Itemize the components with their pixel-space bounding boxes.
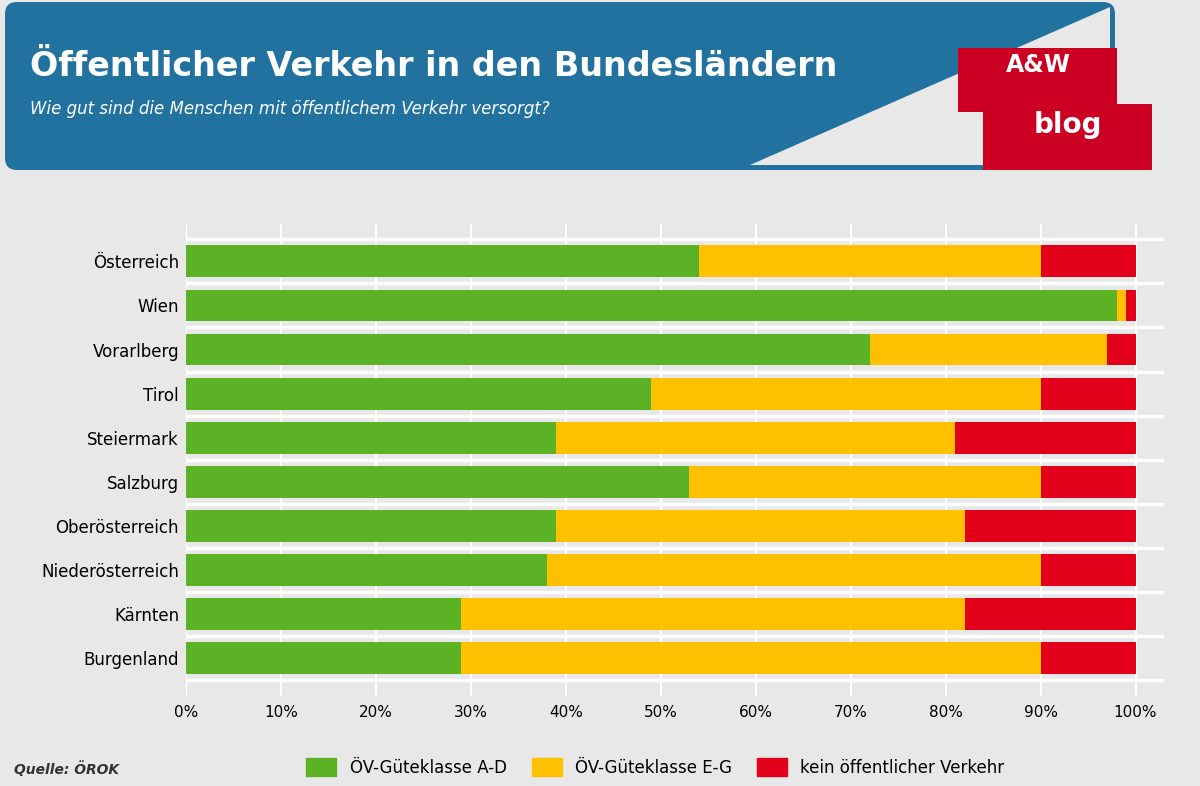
Polygon shape <box>750 7 1110 165</box>
Bar <box>557 422 955 454</box>
Bar <box>557 510 965 542</box>
Text: blog: blog <box>1033 111 1103 139</box>
Bar <box>698 245 1040 277</box>
Bar <box>186 598 461 630</box>
Text: A&W: A&W <box>1006 53 1070 77</box>
Bar <box>1040 554 1135 586</box>
Bar <box>1108 334 1135 365</box>
Bar <box>186 422 557 454</box>
Bar <box>547 554 1040 586</box>
Text: Wie gut sind die Menschen mit öffentlichem Verkehr versorgt?: Wie gut sind die Menschen mit öffentlich… <box>30 100 550 118</box>
Bar <box>1040 466 1135 498</box>
Bar <box>186 334 870 365</box>
Bar <box>1040 378 1135 410</box>
Bar <box>965 510 1135 542</box>
Bar <box>186 378 652 410</box>
Bar <box>870 334 1108 365</box>
Bar <box>461 642 1040 674</box>
Bar <box>186 289 1116 321</box>
Text: Quelle: ÖROK: Quelle: ÖROK <box>14 762 120 777</box>
Bar <box>1126 289 1135 321</box>
Bar <box>1040 642 1135 674</box>
Bar <box>1116 289 1126 321</box>
Bar <box>461 598 965 630</box>
Bar <box>186 466 689 498</box>
Bar <box>186 245 698 277</box>
Bar <box>955 422 1135 454</box>
Bar <box>186 510 557 542</box>
Bar <box>1040 245 1135 277</box>
Bar <box>186 554 547 586</box>
Legend: ÖV-Güteklasse A-D, ÖV-Güteklasse E-G, kein öffentlicher Verkehr: ÖV-Güteklasse A-D, ÖV-Güteklasse E-G, ke… <box>306 758 1004 777</box>
Text: Öffentlicher Verkehr in den Bundesländern: Öffentlicher Verkehr in den Bundesländer… <box>30 50 838 83</box>
Bar <box>965 598 1135 630</box>
Bar <box>689 466 1040 498</box>
FancyBboxPatch shape <box>958 48 1117 112</box>
FancyBboxPatch shape <box>983 104 1152 170</box>
FancyBboxPatch shape <box>5 2 1115 170</box>
Bar <box>652 378 1040 410</box>
Bar <box>186 642 461 674</box>
